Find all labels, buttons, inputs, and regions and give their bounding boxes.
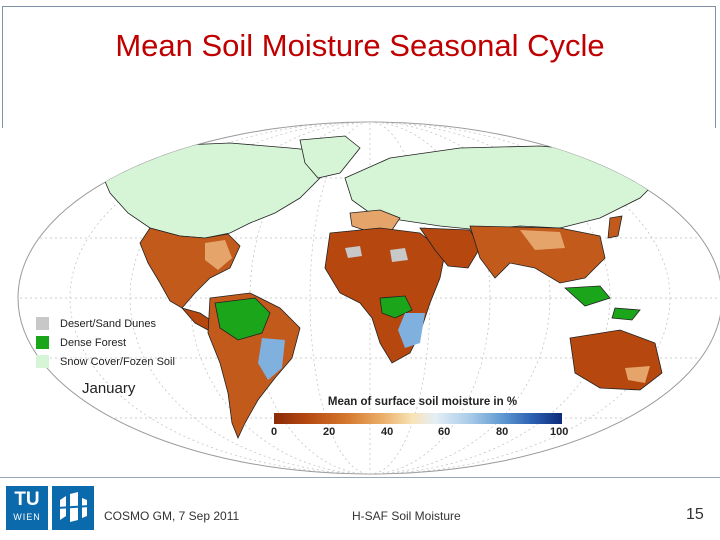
middle-east bbox=[419, 227, 481, 269]
colorbar-tick: 40 bbox=[381, 426, 394, 438]
world-map-svg bbox=[17, 121, 720, 475]
legend-label: Snow Cover/Fozen Soil bbox=[60, 355, 175, 368]
colorbar-tick: 0 bbox=[271, 426, 278, 438]
logo-tu-text: TU bbox=[14, 489, 40, 510]
amazon-forest bbox=[214, 297, 271, 341]
congo-forest bbox=[379, 295, 413, 319]
footer-topic: H-SAF Soil Moisture bbox=[352, 509, 461, 523]
logo-wien-text: WIEN bbox=[13, 512, 41, 522]
page-number: 15 bbox=[686, 506, 704, 523]
legend-item: Snow Cover/Fozen Soil bbox=[36, 352, 175, 371]
ipf-logo bbox=[52, 486, 94, 530]
footer-event: COSMO GM, 7 Sep 2011 bbox=[104, 509, 240, 523]
title-frame bbox=[2, 6, 716, 128]
legend-label: Dense Forest bbox=[60, 336, 127, 349]
ipf-logo-icon bbox=[56, 492, 91, 522]
continents bbox=[94, 135, 689, 440]
slide-title: Mean Soil Moisture Seasonal Cycle bbox=[115, 28, 605, 63]
footer bbox=[0, 477, 720, 540]
colorbar-tick: 100 bbox=[550, 426, 569, 438]
legend-swatch-forest bbox=[36, 336, 49, 349]
se-asia-forest bbox=[564, 285, 641, 321]
world-map bbox=[0, 118, 720, 476]
north-america-snow bbox=[94, 142, 331, 239]
map-legend: Desert/Sand Dunes Dense Forest Snow Cove… bbox=[36, 314, 175, 371]
colorbar-tick: 20 bbox=[323, 426, 336, 438]
colorbar-title: Mean of surface soil moisture in % bbox=[327, 396, 518, 408]
legend-swatch-desert bbox=[36, 317, 49, 330]
greenland bbox=[299, 135, 361, 179]
legend-item: Dense Forest bbox=[36, 333, 175, 352]
tu-wien-logo: TU WIEN bbox=[6, 486, 48, 530]
legend-item: Desert/Sand Dunes bbox=[36, 314, 175, 333]
colorbar bbox=[274, 413, 562, 424]
sahara-desert bbox=[345, 246, 408, 262]
colorbar-tick: 60 bbox=[438, 426, 451, 438]
legend-swatch-snow bbox=[36, 355, 49, 368]
south-asia bbox=[469, 225, 606, 284]
month-label: January bbox=[82, 380, 136, 397]
colorbar-tick: 80 bbox=[496, 426, 509, 438]
legend-label: Desert/Sand Dunes bbox=[60, 317, 156, 330]
